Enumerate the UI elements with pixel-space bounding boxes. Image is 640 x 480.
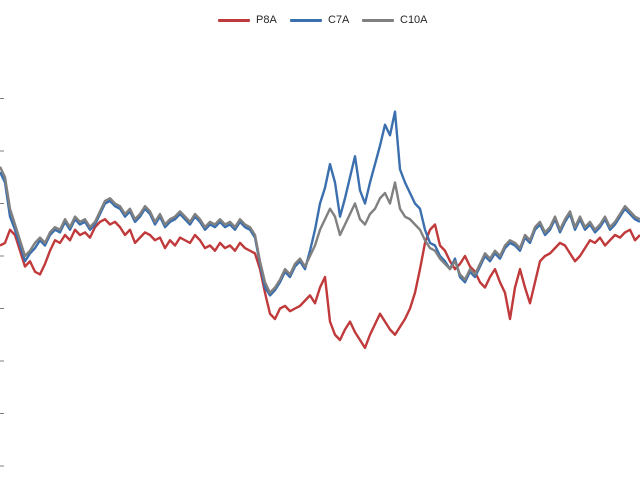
legend-swatch-p8a — [218, 18, 250, 22]
legend-swatch-c7a — [290, 18, 322, 22]
legend-item-c7a: C7A — [290, 14, 349, 26]
legend: P8A C7A C10A — [0, 14, 640, 36]
legend-label-c7a: C7A — [328, 14, 350, 26]
legend-label-c10a: C10A — [400, 14, 428, 26]
legend-item-c10a: C10A — [362, 14, 428, 26]
legend-swatch-c10a — [362, 18, 394, 22]
series-lines — [0, 110, 640, 350]
series-line-c10a — [0, 166, 640, 294]
series-line-p8a — [0, 218, 640, 350]
legend-label-p8a: P8A — [256, 14, 277, 26]
series-line-c7a — [0, 110, 640, 297]
y-axis-ticks — [0, 98, 4, 467]
legend-item-p8a: P8A — [218, 14, 277, 26]
